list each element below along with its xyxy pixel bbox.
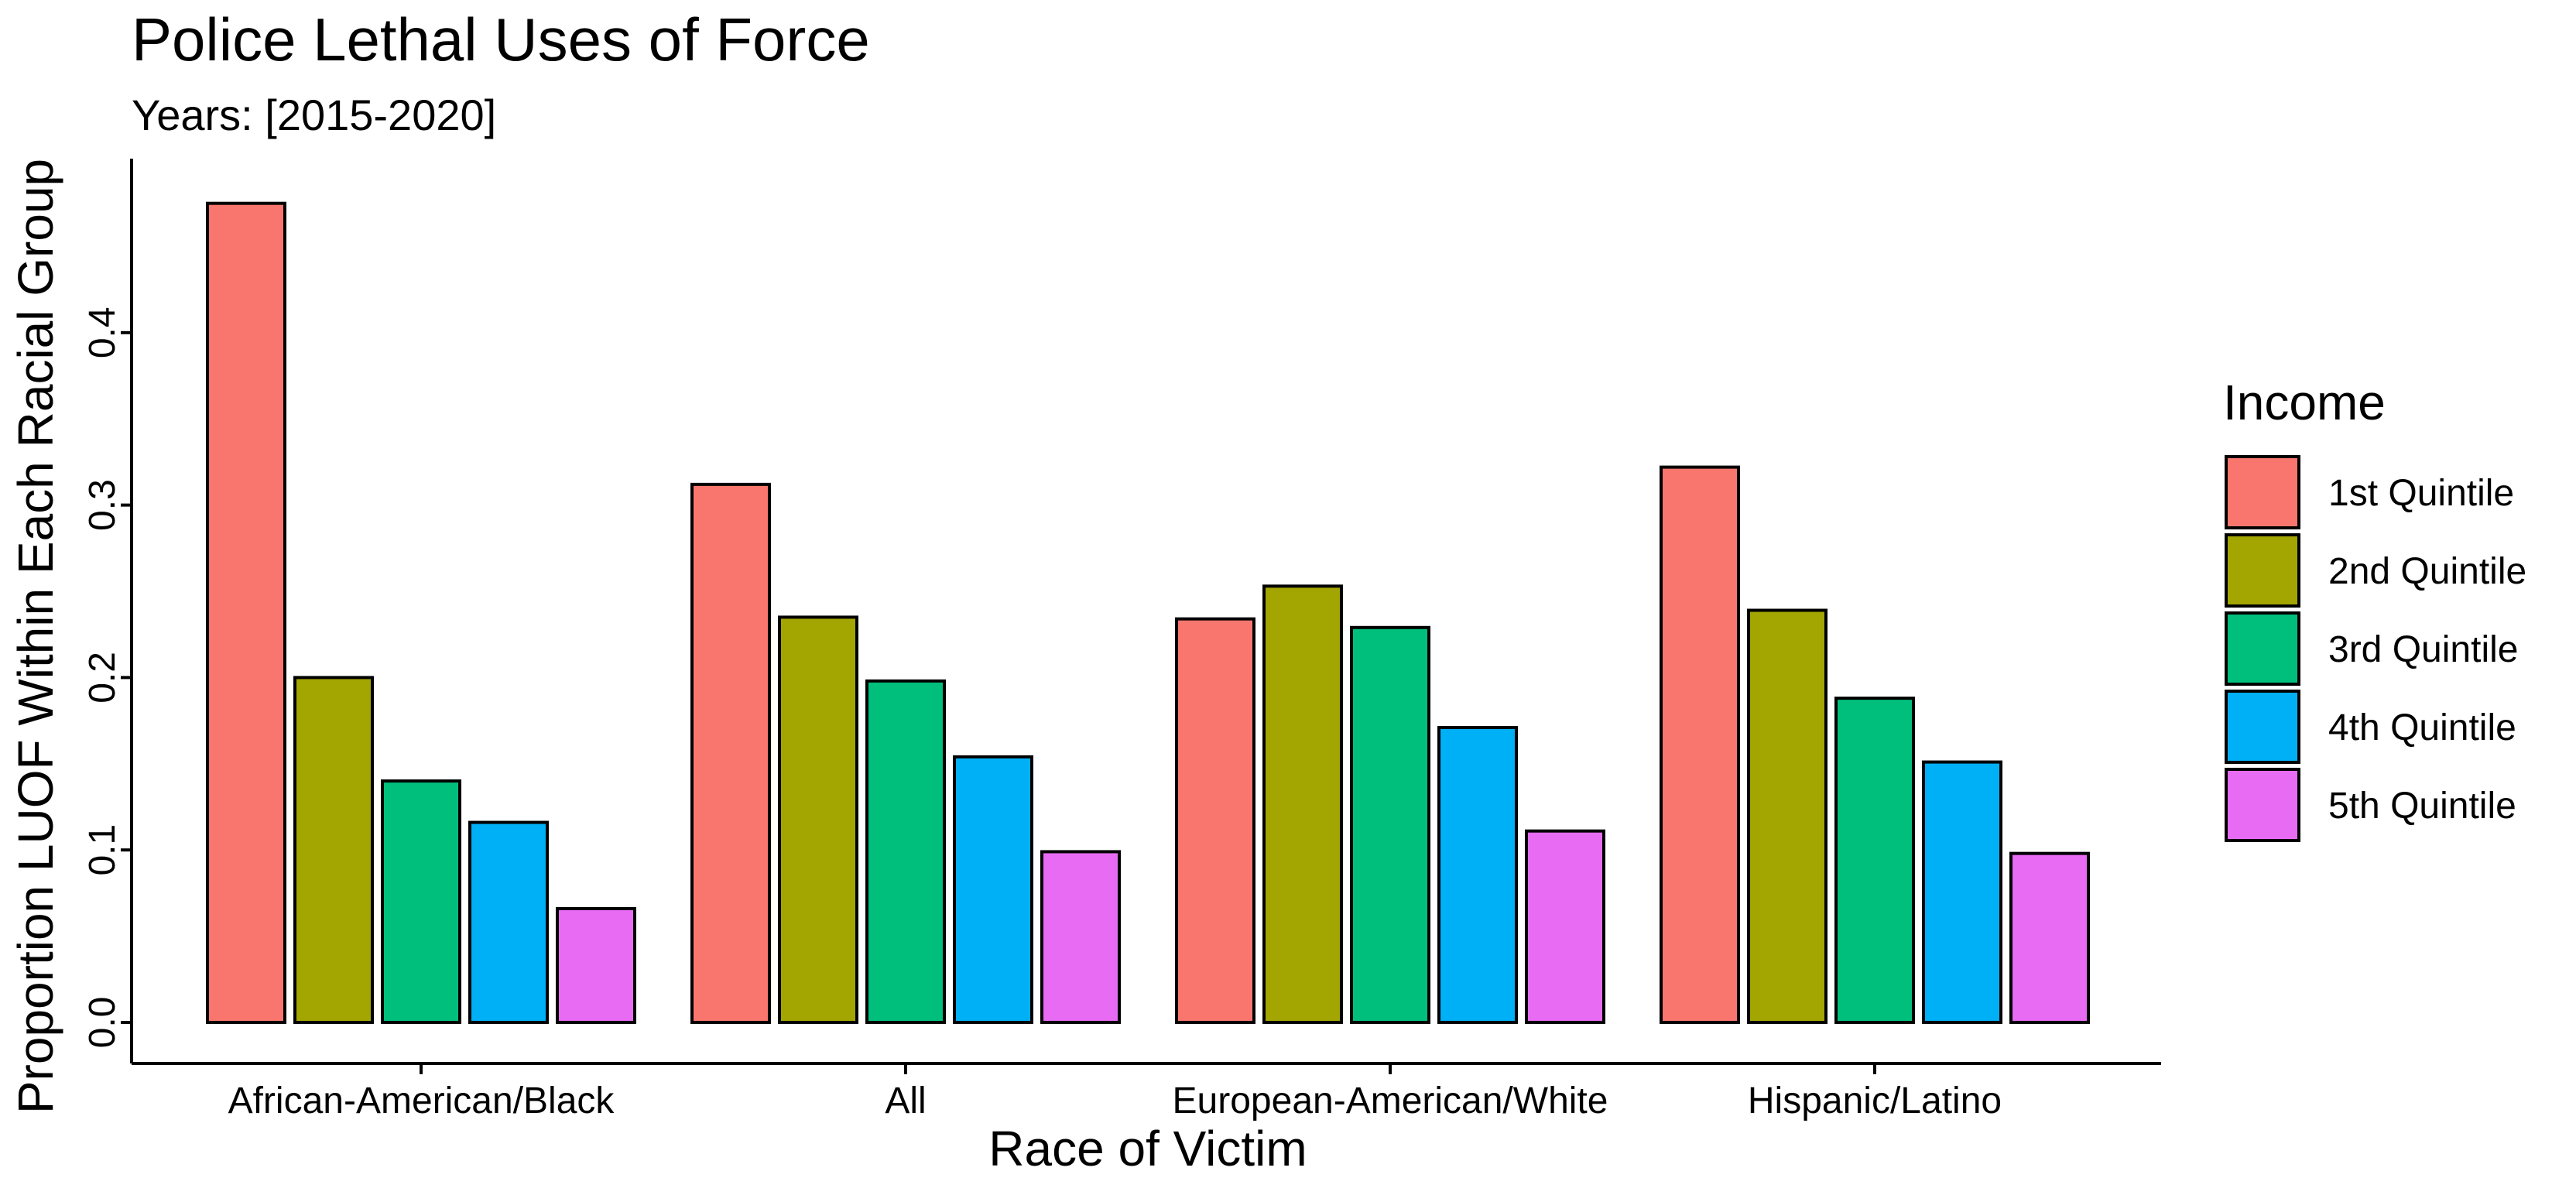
bar xyxy=(2009,851,2090,1024)
legend-label: 3rd Quintile xyxy=(2328,629,2518,670)
bar xyxy=(556,906,636,1025)
legend-label: 1st Quintile xyxy=(2328,473,2514,514)
legend: Income 1st Quintile 2nd Quintile 3rd Quint… xyxy=(2223,375,2526,842)
y-tick-label: 0.1 xyxy=(82,824,123,876)
x-axis-label: Race of Victim xyxy=(988,1121,1307,1176)
plot-area: 0.0 0.1 0.2 0.3 0.4 African-American/Black All… xyxy=(82,159,2161,1121)
bar xyxy=(293,676,374,1025)
y-tick-label: 0.2 xyxy=(82,652,123,704)
bar xyxy=(1660,465,1740,1024)
bar xyxy=(778,615,858,1024)
bar xyxy=(1262,584,1343,1024)
y-tick-label: 0.3 xyxy=(82,479,123,531)
bar xyxy=(1525,829,1605,1025)
y-tick-label: 0.0 xyxy=(82,997,123,1049)
y-axis-label: Proportion LUOF Within Each Racial Group xyxy=(8,159,63,1114)
bar xyxy=(1040,850,1121,1024)
bar xyxy=(1175,617,1255,1024)
bar xyxy=(1350,625,1430,1025)
x-tick-label: Hispanic/Latino xyxy=(1748,1080,2002,1121)
chart-subtitle: Years: [2015-2020] xyxy=(132,91,496,139)
x-tick-label: All xyxy=(885,1080,926,1121)
x-tick-label: African-American/Black xyxy=(228,1080,615,1121)
chart-title: Police Lethal Uses of Force xyxy=(132,5,870,74)
bar xyxy=(1437,726,1518,1025)
legend-label: 2nd Quintile xyxy=(2328,551,2526,592)
legend-label: 4th Quintile xyxy=(2328,707,2516,748)
bar xyxy=(865,679,946,1025)
bar xyxy=(381,779,461,1025)
legend-key xyxy=(2225,455,2300,529)
legend-key xyxy=(2225,768,2300,842)
y-tick-label: 0.4 xyxy=(82,306,123,358)
bar xyxy=(1747,608,1828,1024)
legend-key xyxy=(2225,533,2300,608)
bar xyxy=(468,820,549,1024)
bar xyxy=(690,482,771,1024)
legend-title: Income xyxy=(2223,375,2386,430)
bar xyxy=(1922,760,2002,1025)
legend-key xyxy=(2225,690,2300,764)
bar xyxy=(953,755,1033,1024)
bar xyxy=(1834,697,1915,1024)
legend-label: 5th Quintile xyxy=(2328,786,2516,827)
x-tick-label: European-American/White xyxy=(1173,1080,1608,1121)
bar xyxy=(206,201,286,1025)
legend-key xyxy=(2225,611,2300,686)
